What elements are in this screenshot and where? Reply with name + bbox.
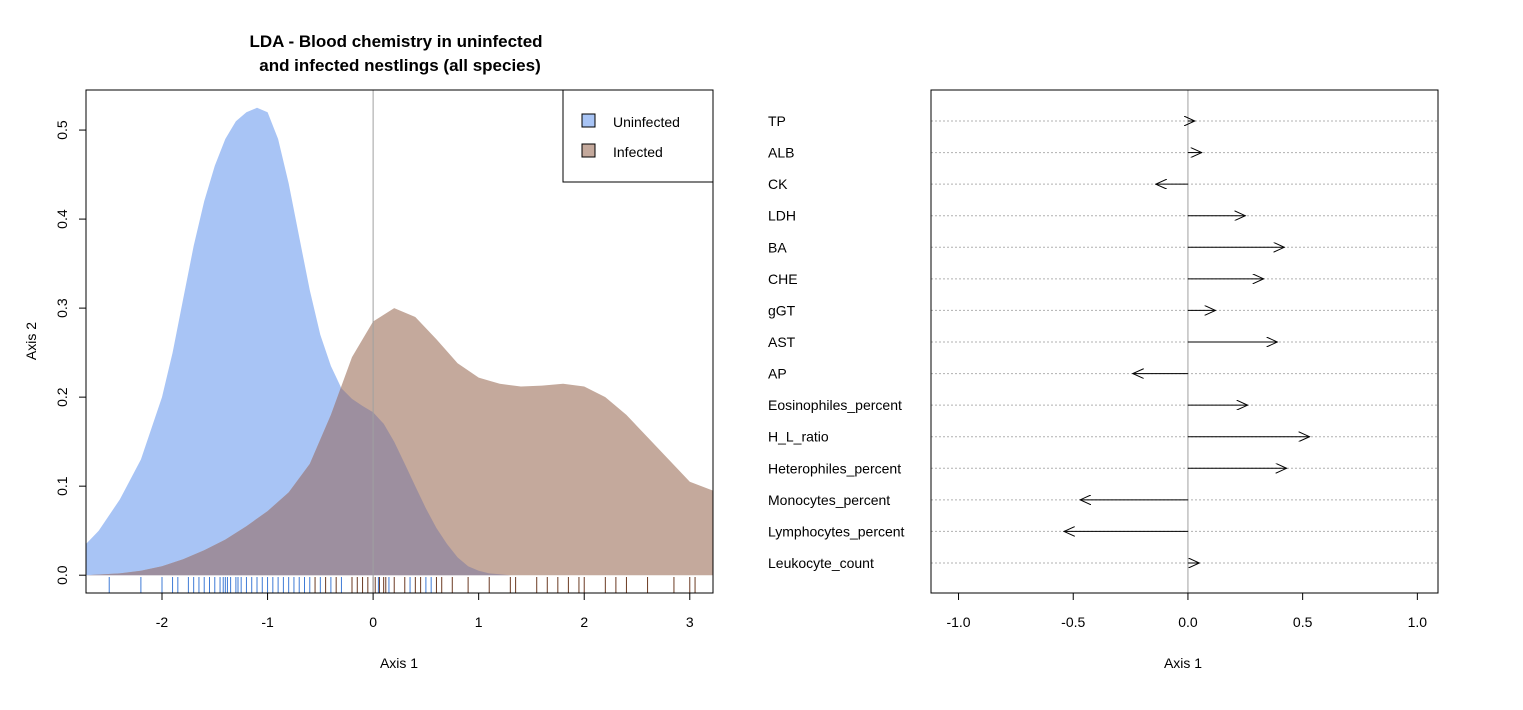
variable-label-TP: TP <box>768 113 786 129</box>
x-tick-label: 0 <box>369 614 377 630</box>
loadings-chart: TP ALB CK LDH BA CHE gGT AST AP Eosinophiles_perc… <box>768 89 1439 671</box>
chart-title-line-2: and infected nestlings (all species) <box>259 56 541 75</box>
variable-label-AP: AP <box>768 366 787 382</box>
y-tick-label: 0.5 <box>54 120 70 140</box>
chart-title-line-1: LDA - Blood chemistry in uninfected <box>249 32 542 51</box>
variable-label-CHE: CHE <box>768 271 798 287</box>
variable-label-gGT: gGT <box>768 302 796 318</box>
legend-swatch-uninfected <box>581 113 596 128</box>
variable-label-ALB: ALB <box>768 145 794 161</box>
density-area-infected <box>86 308 713 576</box>
x-axis-label-right: Axis 1 <box>1164 655 1202 671</box>
variable-label-Leukocyte_count: Leukocyte_count <box>768 555 874 571</box>
variable-label-BA: BA <box>768 239 787 255</box>
variable-label-Eosinophiles_percent: Eosinophiles_percent <box>768 397 902 413</box>
x-tick-label: -1.0 <box>946 614 970 630</box>
x-tick-label: 3 <box>686 614 694 630</box>
legend-swatch-infected <box>581 143 596 158</box>
x-tick-label: 2 <box>580 614 588 630</box>
variable-label-CK: CK <box>768 176 788 192</box>
y-tick-label: 0.1 <box>54 476 70 496</box>
variable-label-AST: AST <box>768 334 796 350</box>
x-tick-label: -1 <box>261 614 274 630</box>
x-axis-left: -2 -1 0 1 2 3 <box>156 592 694 630</box>
y-tick-label: 0.0 <box>54 565 70 585</box>
legend-label-uninfected: Uninfected <box>613 114 680 130</box>
variable-label-Lymphocytes_percent: Lymphocytes_percent <box>768 523 905 539</box>
variable-label-Heterophiles_percent: Heterophiles_percent <box>768 460 901 476</box>
x-tick-label: 1.0 <box>1408 614 1428 630</box>
y-tick-label: 0.3 <box>54 298 70 318</box>
legend: Uninfected Infected <box>562 89 714 183</box>
loading-arrows <box>1064 121 1309 563</box>
x-tick-label: -2 <box>156 614 169 630</box>
variable-label-LDH: LDH <box>768 208 796 224</box>
x-axis-right: -1.0 -0.5 0.0 0.5 1.0 <box>946 592 1428 630</box>
variable-labels: TP ALB CK LDH BA CHE gGT AST AP Eosinophiles_perc… <box>768 113 905 571</box>
y-tick-label: 0.4 <box>54 209 70 229</box>
x-tick-label: 1 <box>475 614 483 630</box>
x-tick-label: 0.5 <box>1293 614 1313 630</box>
x-tick-label: 0.0 <box>1178 614 1198 630</box>
density-area-uninfected <box>86 107 521 576</box>
loading-gridlines <box>931 120 1438 564</box>
y-axis-label: Axis 2 <box>23 322 39 360</box>
x-tick-label: -0.5 <box>1061 614 1085 630</box>
variable-label-Monocytes_percent: Monocytes_percent <box>768 492 890 508</box>
legend-label-infected: Infected <box>613 144 663 160</box>
variable-label-H_L_ratio: H_L_ratio <box>768 429 829 445</box>
legend-box <box>562 89 714 183</box>
rug-band <box>86 576 713 593</box>
y-tick-label: 0.2 <box>54 387 70 407</box>
density-chart: LDA - Blood chemistry in uninfected and … <box>23 32 714 671</box>
x-axis-label-left: Axis 1 <box>380 655 418 671</box>
y-axis-left: 0.0 0.1 0.2 0.3 0.4 0.5 <box>54 120 86 585</box>
